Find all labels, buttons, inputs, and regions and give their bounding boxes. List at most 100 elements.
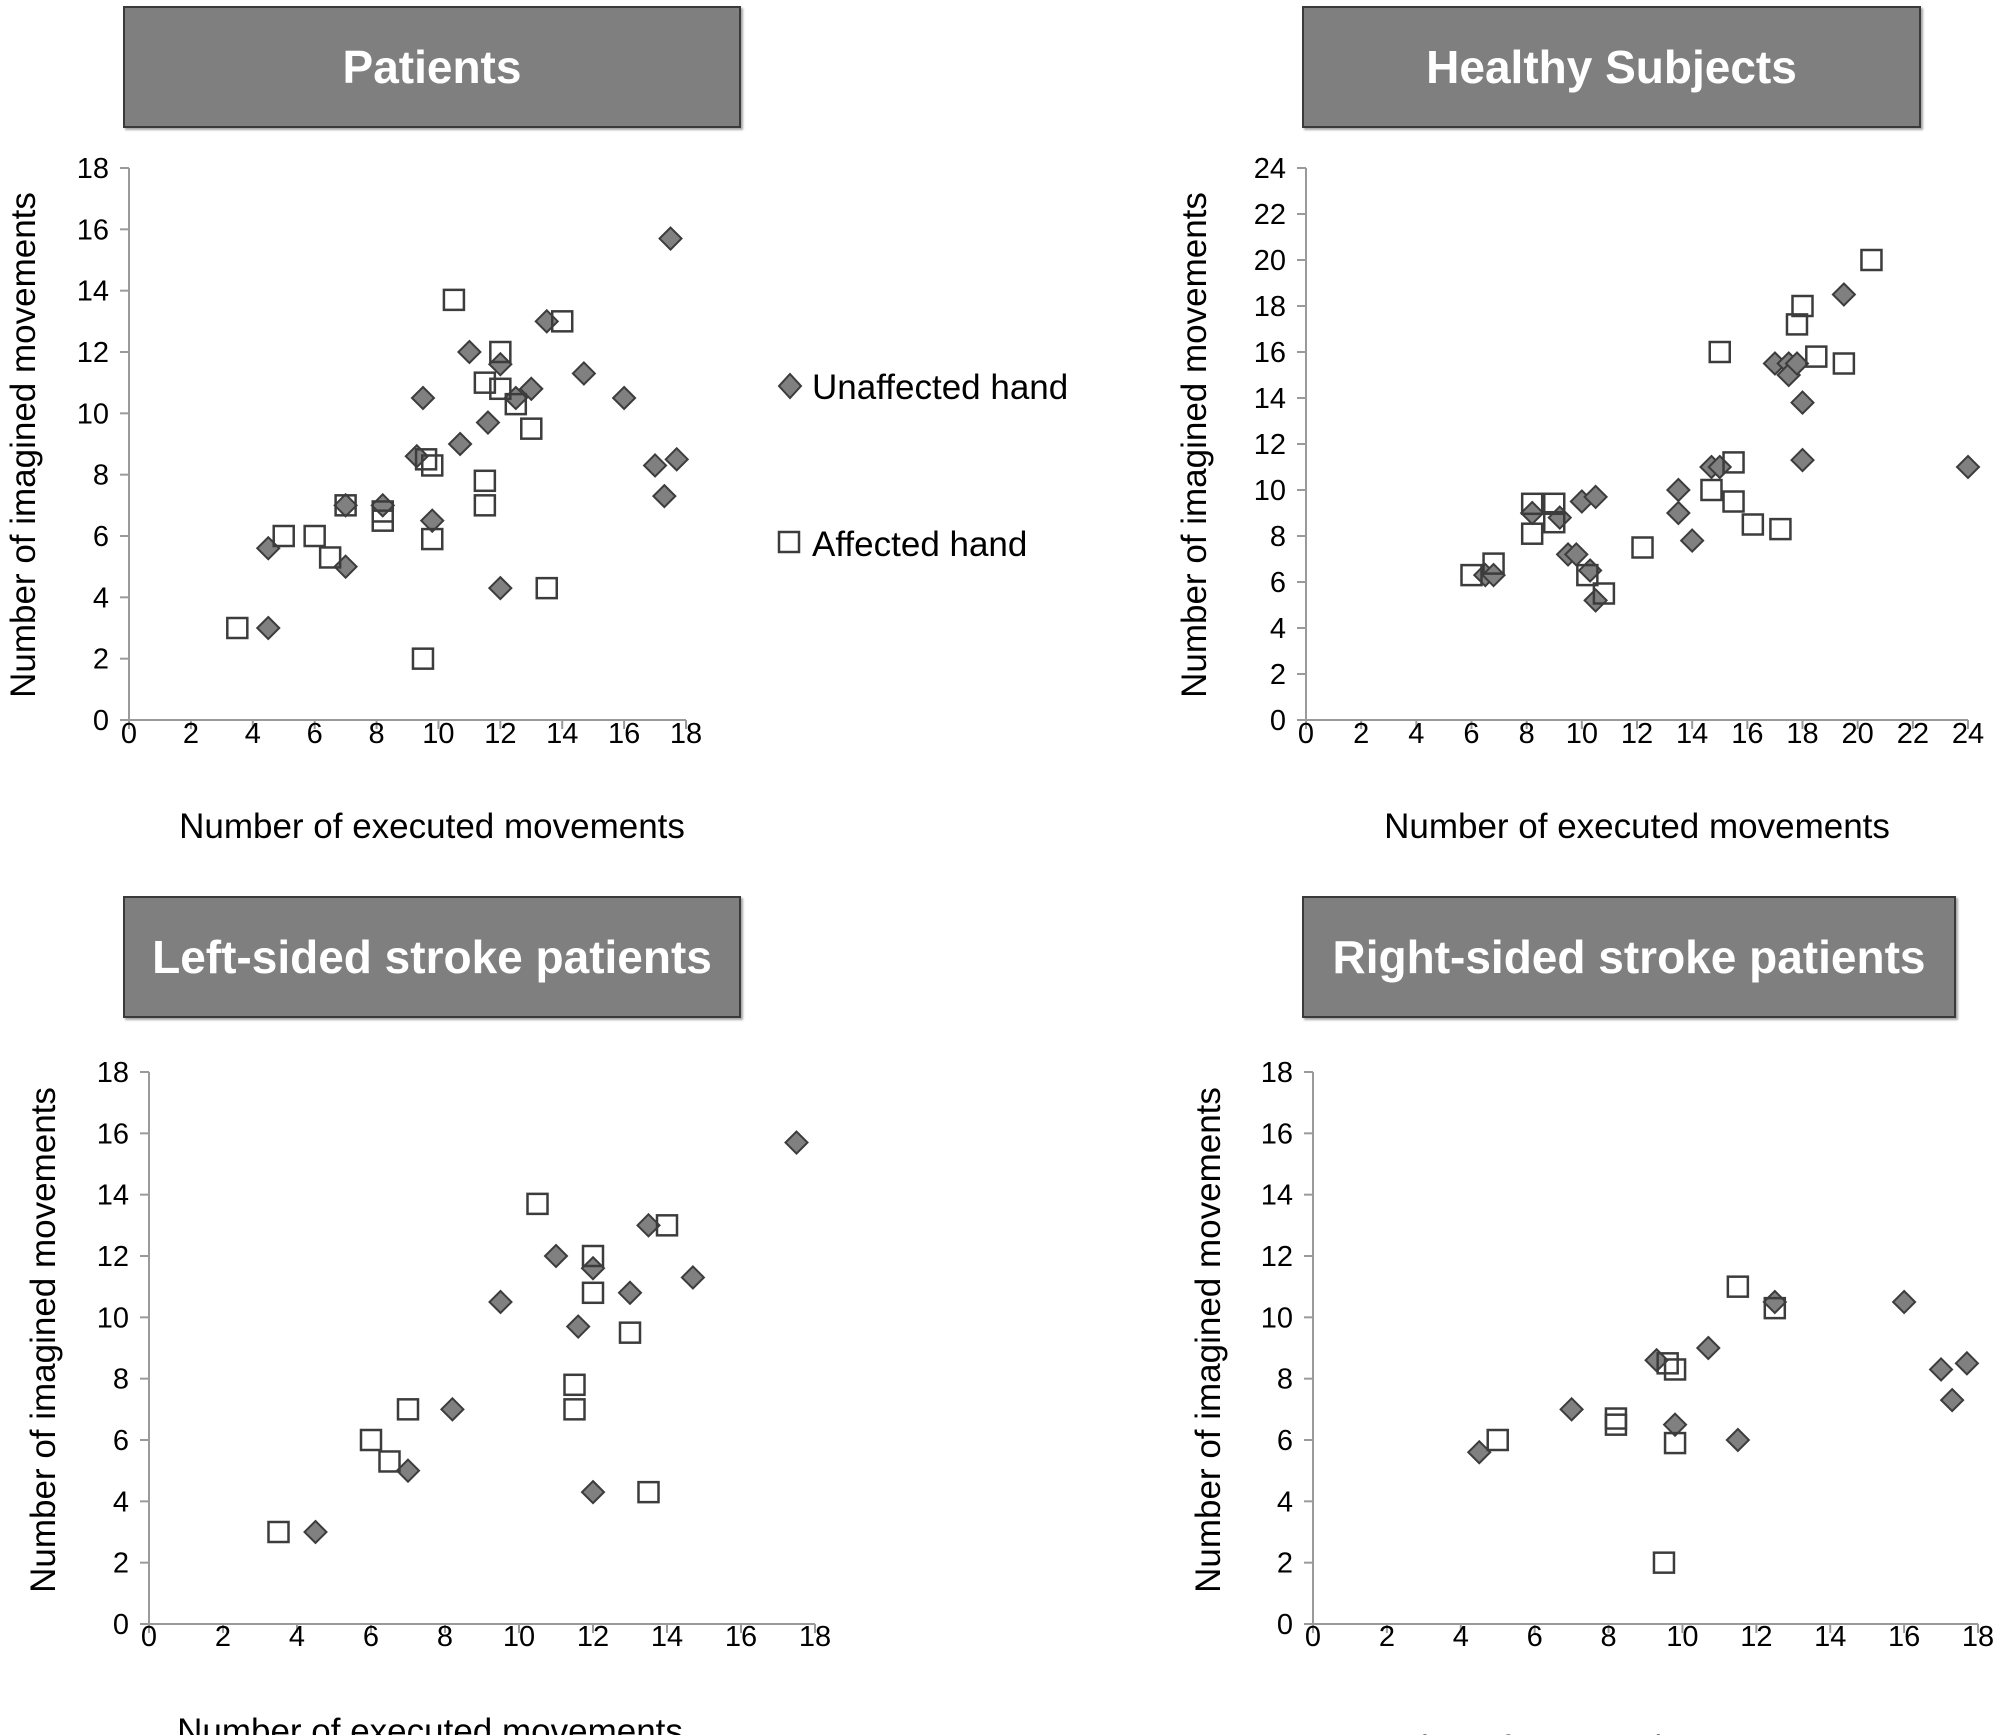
affected-hand-point [267,1520,290,1544]
unaffected-hand-point [1831,282,1857,307]
unaffected-hand-point [456,339,482,365]
x-tick-label: 4 [1408,718,1424,750]
affected-hand-point [473,371,497,394]
x-tick-label: 0 [121,718,137,750]
legend-affected-label: Affected hand [812,525,1027,564]
affected-hand-point [1486,1428,1509,1452]
unaffected-hand-point [534,308,560,334]
x-tick-label: 12 [1621,718,1653,750]
y-tick-label: 6 [93,521,109,553]
unaffected-hand-point [1762,1289,1788,1315]
y-tick-label: 0 [113,1609,129,1641]
y-tick-label: 10 [97,1302,129,1334]
x-tick-label: 0 [141,1621,157,1653]
affected-hand-point [655,1214,679,1237]
unaffected-hand-point [410,385,436,411]
affected-hand-point [504,392,528,416]
unaffected-hand-point [1790,390,1815,416]
affected-hand-point [473,494,497,517]
x-tick-label: 10 [422,718,454,750]
y-tick-label: 24 [1254,153,1286,185]
x-tick-label: 14 [546,718,578,750]
unaffected-hand-point [1939,1387,1965,1413]
affected-hand-point [414,448,438,471]
unaffected-hand-point [419,508,445,534]
y-tick-label: 2 [93,644,109,676]
affected-hand-point [1722,451,1745,474]
y-tick-label: 4 [1277,1486,1293,1518]
x-tick-label: 14 [1676,718,1708,750]
y-tick-label: 0 [1277,1609,1293,1641]
affected-hand-point [421,527,444,551]
unaffected-hand-point [1665,477,1691,503]
y-tick-label: 6 [113,1425,129,1457]
unaffected-hand-point [611,385,637,411]
y-tick-label: 18 [77,153,109,185]
x-tick-label: 14 [1814,1621,1846,1653]
y-axis-label: Number of imagined movements [1175,192,1214,698]
affected-hand-point [1805,345,1828,368]
y-tick-label: 2 [113,1548,129,1580]
y-tick-label: 8 [1270,521,1286,553]
x-tick-label: 4 [1453,1621,1469,1653]
legend-square-marker [777,530,801,554]
unaffected-hand-point [439,1396,465,1422]
healthy-subjects-panel-title: Healthy Subjects [1302,6,1921,128]
x-axis-label: Number of executed movements [177,1712,683,1735]
unaffected-hand-point [642,453,668,478]
x-tick-label: 8 [437,1621,453,1653]
affected-hand-point [1652,1551,1676,1574]
unaffected-hand-point [664,446,690,472]
unaffected-hand-point [1679,528,1705,554]
x-tick-label: 4 [245,718,261,750]
y-tick-label: 16 [1261,1118,1293,1150]
affected-hand-point [318,546,342,569]
affected-hand-point [1832,352,1856,375]
affected-hand-point [1604,1413,1628,1436]
x-tick-label: 24 [1952,718,1984,750]
affected-hand-point [1700,478,1723,502]
y-tick-label: 12 [1254,429,1286,461]
y-axis-label: Number of imagined movements [24,1087,63,1593]
y-tick-label: 14 [1261,1180,1293,1212]
affected-hand-point [371,500,394,523]
affected-hand-point [1769,517,1792,541]
y-tick-label: 2 [1277,1548,1293,1580]
x-tick-label: 18 [799,1621,831,1653]
unaffected-hand-point [255,615,281,641]
affected-hand-point [1663,1358,1687,1381]
y-tick-label: 8 [1277,1364,1293,1396]
y-tick-label: 8 [113,1364,129,1396]
unaffected-hand-point [475,410,501,435]
affected-hand-point [442,288,466,312]
patients-panel-title: Patients [123,6,741,128]
x-tick-label: 10 [1566,718,1598,750]
unaffected-hand-point [1583,484,1609,510]
affected-hand-point [535,576,558,600]
y-axis-label: Number of imagined movements [4,192,43,698]
unaffected-hand-point [1790,447,1815,473]
unaffected-hand-point [658,226,683,251]
y-tick-label: 14 [97,1180,129,1212]
x-tick-label: 10 [1666,1621,1698,1653]
y-tick-label: 6 [1277,1425,1293,1457]
affected-hand-point [1663,1431,1687,1455]
affected-hand-point [226,616,249,640]
x-tick-label: 2 [215,1621,231,1653]
affected-hand-point [359,1428,383,1452]
affected-hand-point [272,524,295,548]
x-axis-label: Number of executed movements [1347,1729,1853,1735]
affected-hand-point [1785,313,1809,336]
y-tick-label: 18 [1261,1057,1293,1089]
unaffected-hand-point [680,1265,706,1290]
affected-hand-point [1604,1407,1628,1430]
affected-hand-point [1763,1296,1787,1320]
unaffected-hand-point [571,361,597,386]
affected-hand-point [637,1480,660,1504]
legend-unaffected-label: Unaffected hand [812,368,1068,407]
unaffected-hand-point [543,1243,569,1269]
x-tick-label: 8 [368,718,384,750]
x-tick-label: 12 [1740,1621,1772,1653]
y-tick-label: 4 [113,1486,129,1518]
